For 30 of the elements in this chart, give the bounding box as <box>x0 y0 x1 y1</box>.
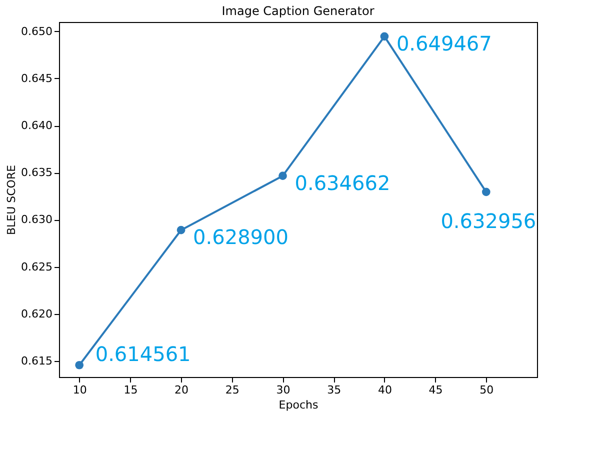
x-tick-label: 45 <box>428 384 443 396</box>
x-tick-label: 25 <box>225 384 240 396</box>
point <box>75 360 84 370</box>
x-tick-label: 35 <box>327 384 342 396</box>
y-tick-label: 0.650 <box>21 24 52 38</box>
data-label: 0.634662 <box>294 170 390 195</box>
point <box>482 188 490 196</box>
x-tick-label: 40 <box>378 384 392 396</box>
x-tick-label: 15 <box>124 384 138 396</box>
chart-title: Image Caption Generator <box>222 4 374 18</box>
y-tick-label: 0.625 <box>21 260 52 274</box>
x-tick-label: 30 <box>276 384 290 396</box>
data-label: 0.614561 <box>95 342 191 366</box>
x-tick-label: 50 <box>480 384 494 396</box>
data-label: 0.628900 <box>193 225 288 250</box>
y-axis-title: BLEU SCORE <box>5 164 18 236</box>
x-axis-title: Epochs <box>278 398 318 412</box>
data-label: 0.649467 <box>396 31 492 56</box>
y-tick-label: 0.630 <box>21 213 52 226</box>
y-tick-label: 0.645 <box>21 72 52 85</box>
point <box>176 226 186 234</box>
x-tick-label: 20 <box>174 384 189 396</box>
y-tick-label: 0.635 <box>21 166 52 180</box>
data-label: 0.632956 <box>440 208 536 233</box>
y-tick-label: 0.615 <box>21 354 52 368</box>
point <box>380 32 389 41</box>
y-tick-label: 0.620 <box>21 307 52 320</box>
y-tick-label: 0.640 <box>21 119 52 132</box>
x-tick-label: 10 <box>72 384 87 396</box>
point <box>278 172 287 180</box>
